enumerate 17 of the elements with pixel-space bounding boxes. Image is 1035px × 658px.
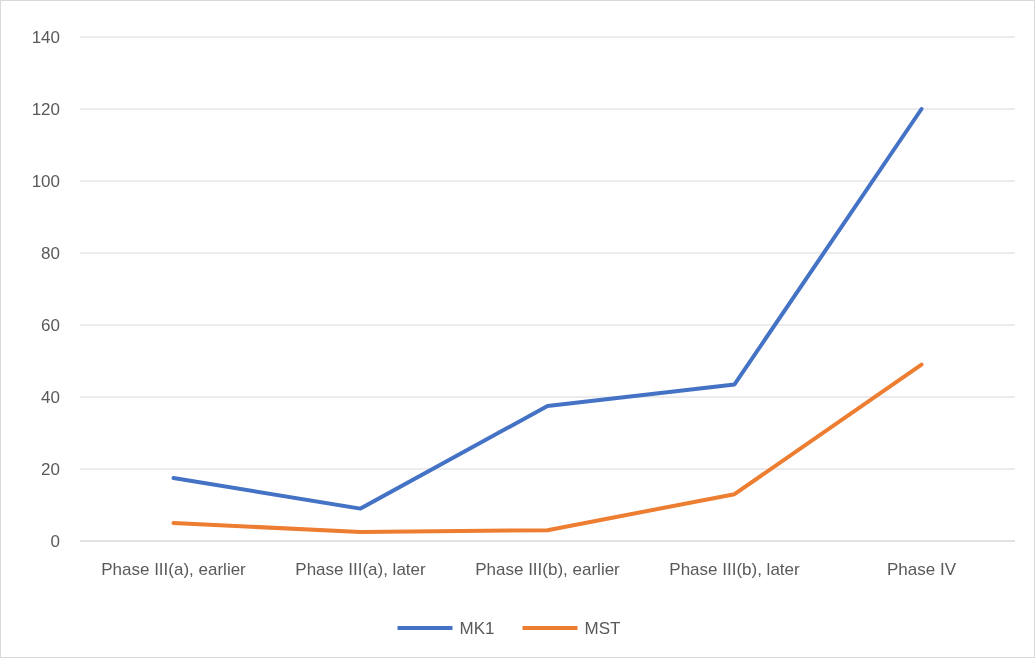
y-tick-label: 40	[41, 387, 60, 407]
y-tick-label: 20	[41, 459, 60, 479]
y-tick-label: 100	[31, 171, 60, 191]
legend-label: MK1	[459, 618, 495, 638]
y-tick-label: 80	[41, 243, 60, 263]
x-tick-label: Phase III(b), later	[669, 560, 801, 579]
x-tick-label: Phase III(a), later	[295, 560, 427, 579]
y-tick-label: 60	[41, 315, 60, 335]
x-tick-label: Phase IV	[887, 560, 957, 579]
y-tick-label: 120	[31, 99, 60, 119]
y-tick-label: 0	[50, 531, 60, 551]
x-tick-label: Phase III(b), earlier	[475, 560, 621, 579]
line-series	[171, 107, 924, 511]
line-series	[171, 362, 924, 534]
y-tick-label: 140	[31, 27, 60, 47]
legend-label: MST	[584, 618, 621, 638]
x-tick-label: Phase III(a), earlier	[101, 560, 247, 579]
